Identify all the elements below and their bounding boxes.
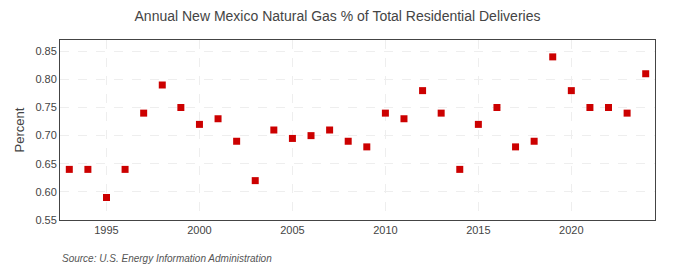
- svg-text:0.60: 0.60: [35, 186, 56, 198]
- svg-text:Source: U.S. Energy Informatio: Source: U.S. Energy Information Administ…: [62, 253, 272, 264]
- svg-text:0.70: 0.70: [35, 129, 56, 141]
- svg-text:0.75: 0.75: [35, 101, 56, 113]
- svg-text:2010: 2010: [373, 224, 397, 236]
- svg-text:Annual New Mexico Natural Gas: Annual New Mexico Natural Gas % of Total…: [135, 8, 541, 24]
- svg-text:2015: 2015: [466, 224, 490, 236]
- svg-text:2005: 2005: [280, 224, 304, 236]
- svg-text:0.55: 0.55: [35, 214, 56, 226]
- svg-text:Percent: Percent: [12, 107, 27, 152]
- svg-text:0.65: 0.65: [35, 158, 56, 170]
- svg-text:1995: 1995: [94, 224, 118, 236]
- svg-text:2000: 2000: [187, 224, 211, 236]
- svg-text:2020: 2020: [559, 224, 583, 236]
- svg-text:0.85: 0.85: [35, 45, 56, 57]
- svg-text:0.80: 0.80: [35, 73, 56, 85]
